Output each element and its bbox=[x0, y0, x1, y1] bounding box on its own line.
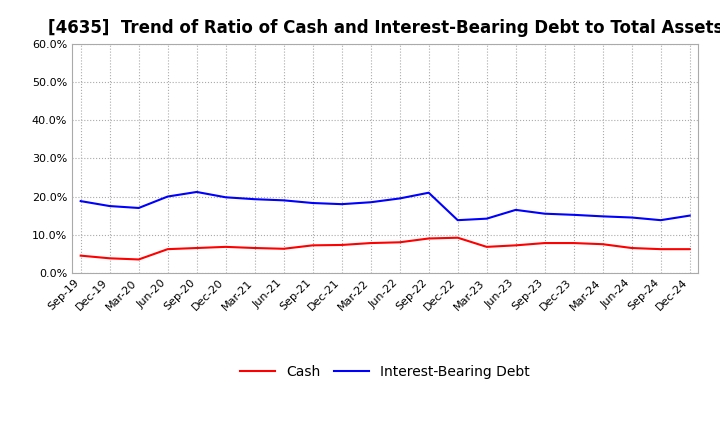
Interest-Bearing Debt bbox=[76, 198, 85, 204]
Interest-Bearing Debt bbox=[511, 207, 520, 213]
Cash bbox=[657, 246, 665, 252]
Interest-Bearing Debt bbox=[366, 200, 375, 205]
Interest-Bearing Debt bbox=[163, 194, 172, 199]
Interest-Bearing Debt bbox=[570, 212, 578, 217]
Line: Cash: Cash bbox=[81, 238, 690, 260]
Cash bbox=[685, 246, 694, 252]
Interest-Bearing Debt bbox=[627, 215, 636, 220]
Interest-Bearing Debt bbox=[482, 216, 491, 221]
Cash bbox=[570, 240, 578, 246]
Interest-Bearing Debt bbox=[338, 202, 346, 207]
Cash bbox=[135, 257, 143, 262]
Line: Interest-Bearing Debt: Interest-Bearing Debt bbox=[81, 192, 690, 220]
Interest-Bearing Debt bbox=[454, 217, 462, 223]
Cash bbox=[251, 246, 259, 251]
Legend: Cash, Interest-Bearing Debt: Cash, Interest-Bearing Debt bbox=[235, 360, 536, 385]
Cash bbox=[308, 243, 317, 248]
Cash bbox=[541, 240, 549, 246]
Cash bbox=[163, 246, 172, 252]
Interest-Bearing Debt bbox=[279, 198, 288, 203]
Interest-Bearing Debt bbox=[221, 194, 230, 200]
Interest-Bearing Debt bbox=[105, 203, 114, 209]
Interest-Bearing Debt bbox=[135, 205, 143, 211]
Interest-Bearing Debt bbox=[598, 214, 607, 219]
Interest-Bearing Debt bbox=[541, 211, 549, 216]
Cash bbox=[192, 246, 201, 251]
Interest-Bearing Debt bbox=[308, 200, 317, 205]
Interest-Bearing Debt bbox=[192, 189, 201, 194]
Interest-Bearing Debt bbox=[251, 197, 259, 202]
Interest-Bearing Debt bbox=[657, 217, 665, 223]
Cash bbox=[598, 242, 607, 247]
Cash bbox=[76, 253, 85, 258]
Cash bbox=[424, 236, 433, 241]
Cash bbox=[338, 242, 346, 248]
Cash bbox=[482, 244, 491, 249]
Interest-Bearing Debt bbox=[395, 196, 404, 201]
Interest-Bearing Debt bbox=[685, 213, 694, 218]
Interest-Bearing Debt bbox=[424, 190, 433, 195]
Cash bbox=[366, 240, 375, 246]
Cash bbox=[221, 244, 230, 249]
Cash bbox=[279, 246, 288, 251]
Cash bbox=[395, 240, 404, 245]
Cash bbox=[105, 256, 114, 261]
Cash bbox=[627, 246, 636, 251]
Cash bbox=[511, 243, 520, 248]
Title: [4635]  Trend of Ratio of Cash and Interest-Bearing Debt to Total Assets: [4635] Trend of Ratio of Cash and Intere… bbox=[48, 19, 720, 37]
Cash bbox=[454, 235, 462, 240]
